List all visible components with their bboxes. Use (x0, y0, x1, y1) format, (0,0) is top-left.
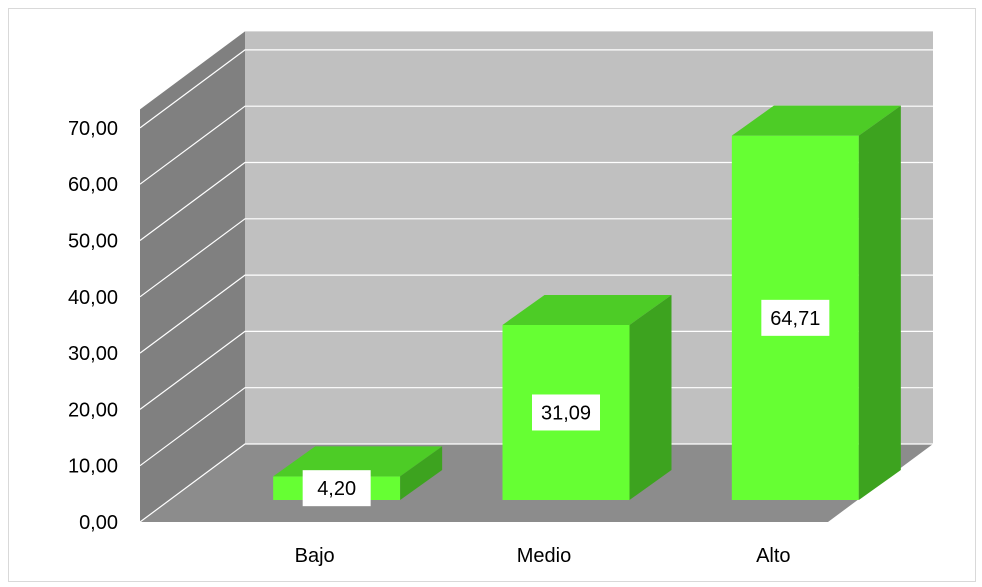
x-axis-category-labels: Bajo Medio Alto (295, 545, 791, 567)
data-label-text: 4,20 (317, 478, 356, 500)
gridline (139, 49, 933, 129)
y-tick-label: 50,00 (68, 231, 118, 253)
y-tick-label: 60,00 (68, 174, 118, 196)
y-tick-label: 10,00 (68, 456, 118, 478)
data-label-box (532, 394, 600, 431)
gridline (139, 218, 933, 298)
gridline (139, 161, 933, 241)
gridline (139, 105, 933, 185)
gridline (139, 274, 933, 354)
bar-top (273, 446, 443, 477)
data-label-text: 31,09 (541, 402, 591, 424)
data-label-text: 64,71 (770, 308, 820, 330)
data-label-alto: 64,71 (761, 299, 830, 336)
data-labels: 4,20 31,09 64,71 (302, 299, 830, 507)
gridline (139, 443, 933, 523)
data-label-bajo: 4,20 (302, 470, 371, 507)
y-tick-label: 70,00 (68, 118, 118, 140)
bar-top (502, 294, 672, 325)
x-category-label: Bajo (295, 545, 335, 567)
data-label-box (761, 299, 830, 336)
bar-top (731, 105, 901, 136)
x-category-label: Medio (517, 545, 571, 567)
gridline (139, 330, 933, 410)
data-label-medio: 31,09 (532, 394, 600, 431)
y-axis-tick-labels: 0,00 10,00 20,00 30,00 40,00 50,00 60,00 70,00 (68, 118, 118, 534)
y-tick-label: 20,00 (68, 399, 118, 421)
bar-side (858, 105, 901, 500)
y-tick-label: 0,00 (79, 512, 118, 534)
x-category-label: Alto (756, 545, 790, 567)
y-tick-label: 30,00 (68, 343, 118, 365)
y-tick-label: 40,00 (68, 287, 118, 309)
data-label-box (302, 470, 371, 507)
bar-side (400, 446, 443, 500)
gridline (139, 387, 933, 467)
side-wall (140, 31, 245, 523)
bar-side (629, 294, 672, 500)
gridlines (139, 49, 933, 523)
